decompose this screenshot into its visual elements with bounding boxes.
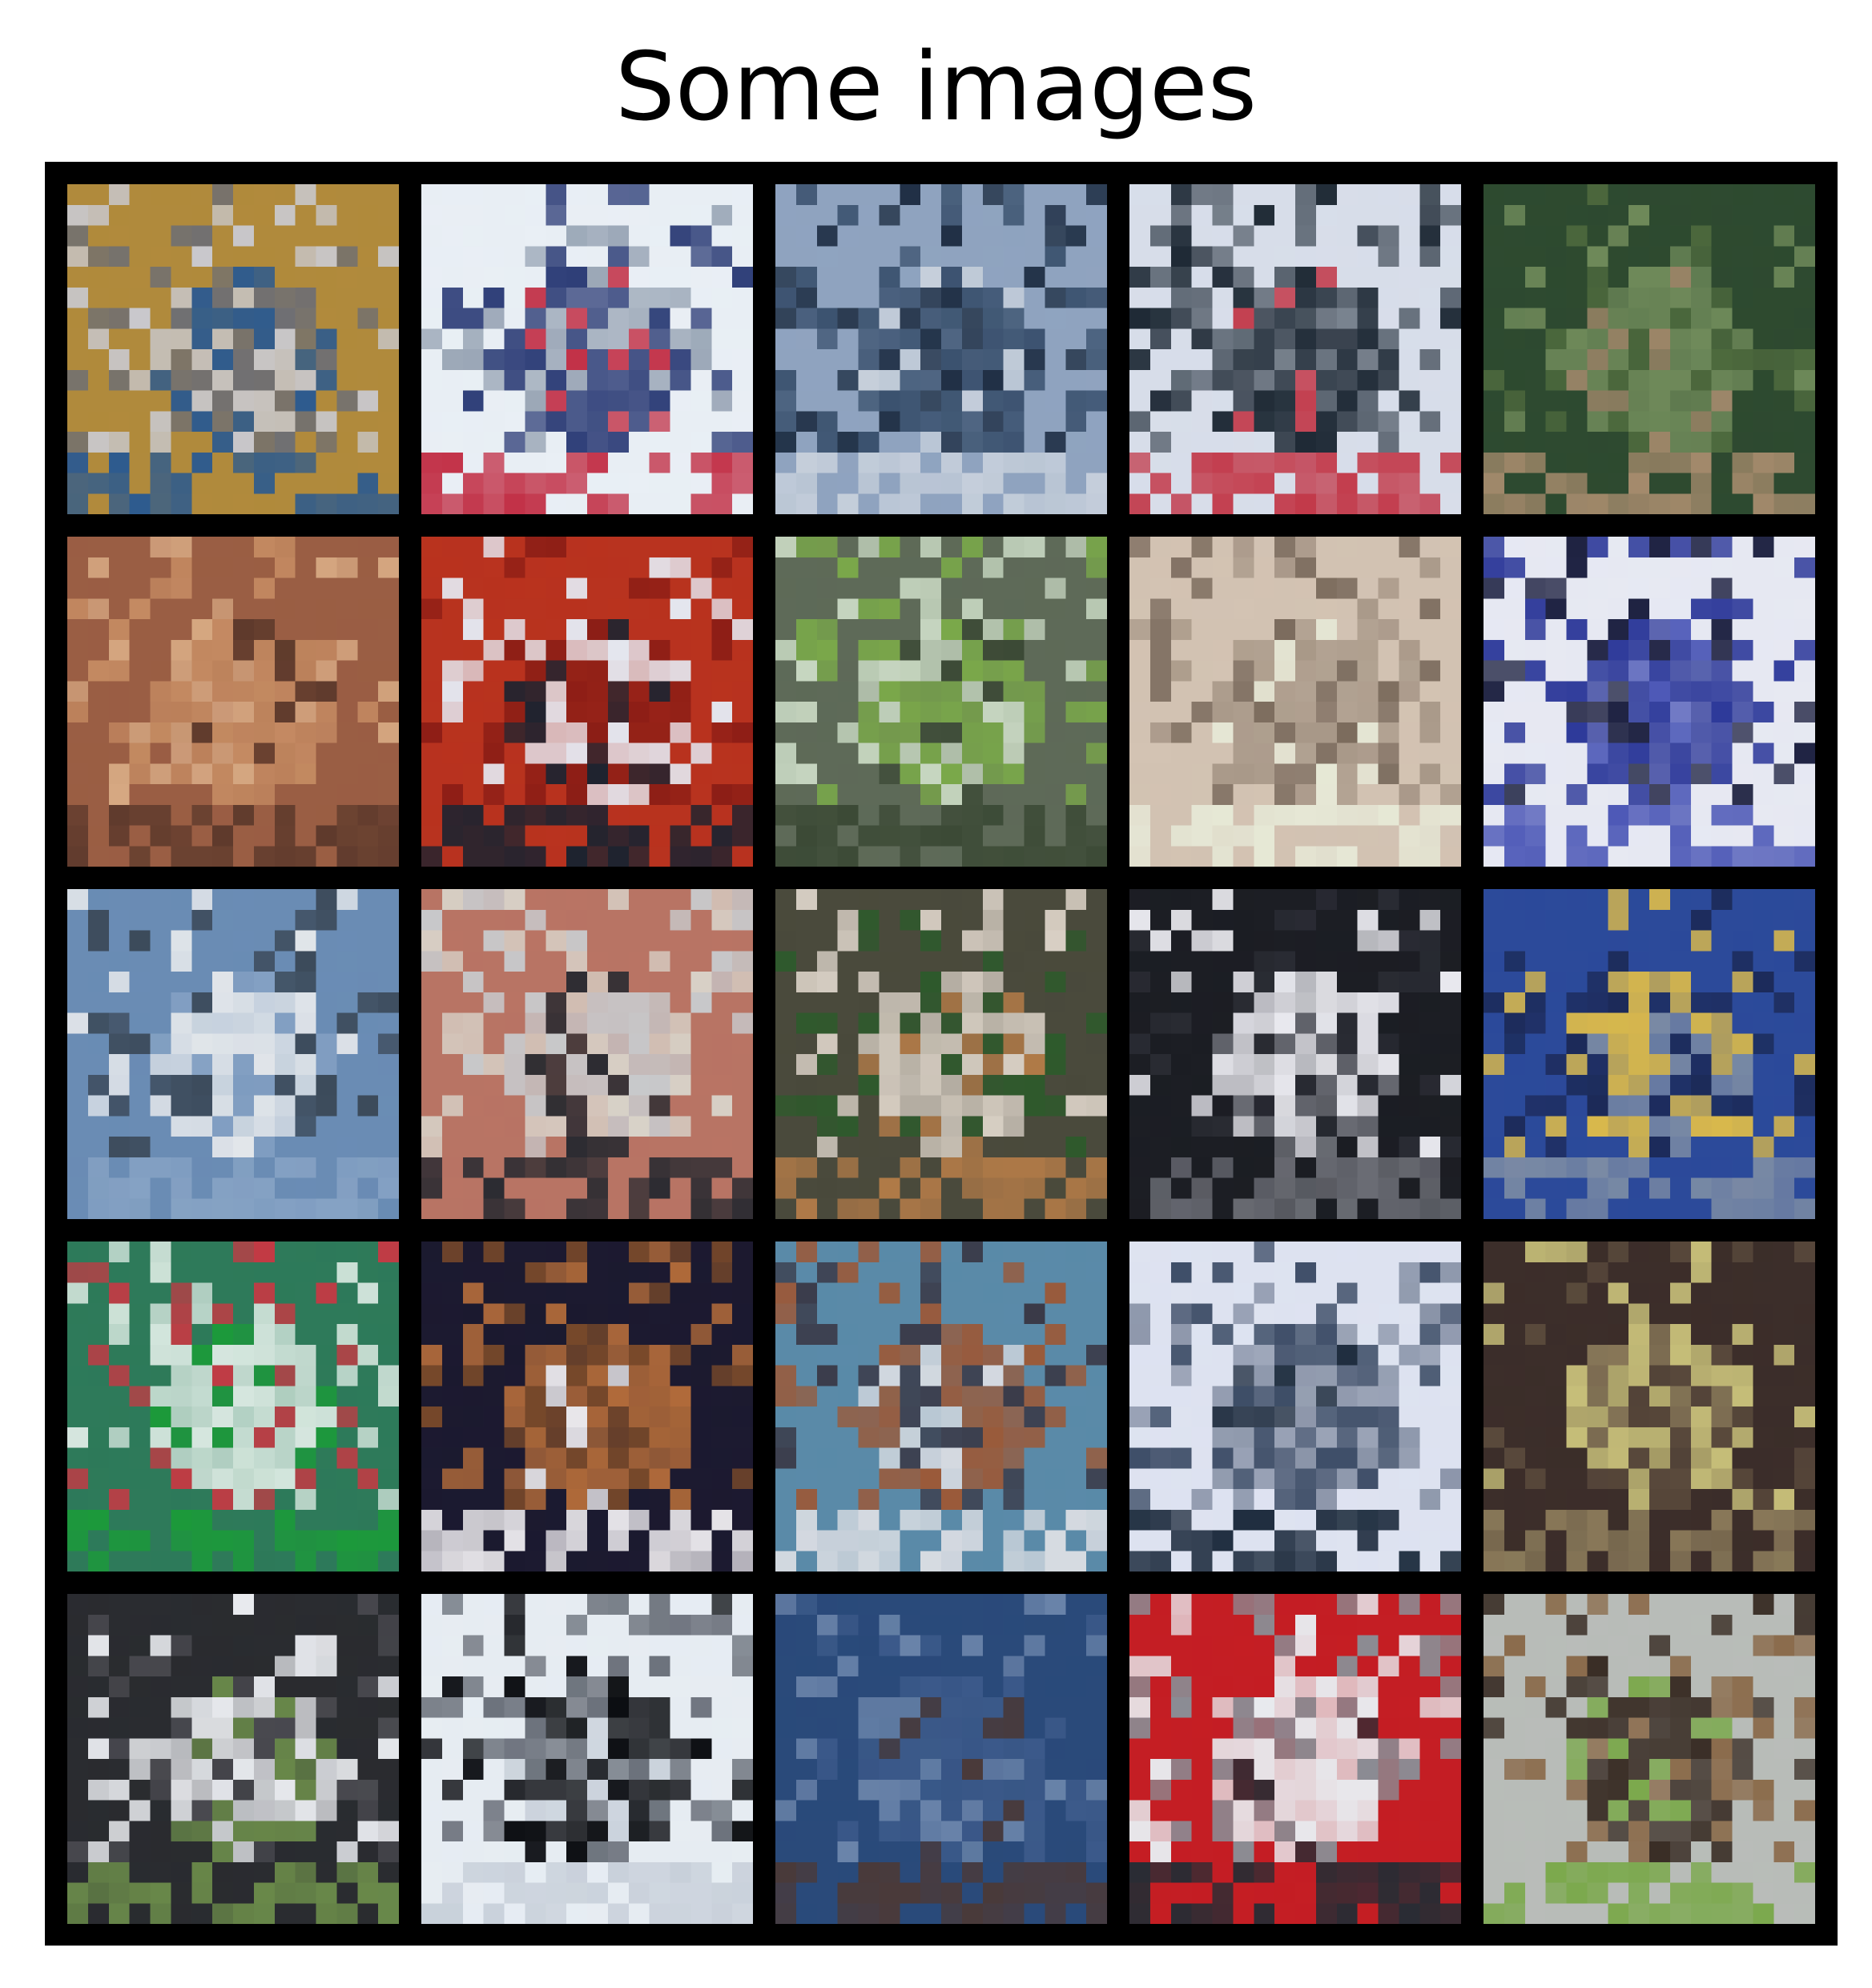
thumbnail-pixels [775,889,1107,1219]
thumbnail-automobile [1484,537,1815,867]
image-grid-frame [45,162,1838,1946]
thumbnail-pixels [67,537,399,867]
thumbnail-ship [775,184,1107,514]
thumbnail-dog [421,1241,753,1571]
thumbnail-pixels [421,537,753,867]
thumbnail-airplane [421,1594,753,1924]
thumbnail-pixels [421,1594,753,1924]
thumbnail-pixels [1484,184,1815,514]
thumbnail-cat [67,184,399,514]
thumbnail-pixels [1129,1241,1461,1571]
thumbnail-truck [1129,1594,1461,1924]
thumbnail-pixels [775,537,1107,867]
thumbnail-frog [1484,184,1815,514]
thumbnail-pixels [67,184,399,514]
thumbnail-deer [775,1594,1107,1924]
figure-title: Some images [614,31,1258,142]
thumbnail-frog [67,537,399,867]
thumbnail-pixels [1484,1594,1815,1924]
thumbnail-airplane [67,889,399,1219]
thumbnail-pixels [67,1241,399,1571]
thumbnail-pixels [775,1594,1107,1924]
thumbnail-pixels [1484,1241,1815,1571]
thumbnail-pixels [421,1241,753,1571]
thumbnail-ship [67,1241,399,1571]
thumbnail-pixels [1129,537,1461,867]
thumbnail-pixels [1129,889,1461,1219]
thumbnail-truck [1484,889,1815,1219]
thumbnail-pixels [421,889,753,1219]
thumbnail-cat [1129,537,1461,867]
thumbnail-horse [67,1594,399,1924]
thumbnail-frog [775,537,1107,867]
thumbnail-pixels [1129,1594,1461,1924]
thumbnail-pixels [1129,184,1461,514]
thumbnail-truck [421,889,753,1219]
thumbnail-pixels [67,1594,399,1924]
thumbnail-dog [775,889,1107,1219]
thumbnail-pixels [67,889,399,1219]
thumbnail-horse [1129,889,1461,1219]
thumbnail-pixels [421,184,753,514]
thumbnail-frog [1484,1241,1815,1571]
thumbnail-airplane [1129,184,1461,514]
thumbnail-horse [775,1241,1107,1571]
image-grid [67,184,1815,1924]
thumbnail-pixels [775,1241,1107,1571]
thumbnail-dog [1484,1594,1815,1924]
thumbnail-ship [421,184,753,514]
thumbnail-pixels [1484,889,1815,1219]
thumbnail-pixels [775,184,1107,514]
thumbnail-ship [1129,1241,1461,1571]
thumbnail-pixels [1484,537,1815,867]
thumbnail-automobile [421,537,753,867]
